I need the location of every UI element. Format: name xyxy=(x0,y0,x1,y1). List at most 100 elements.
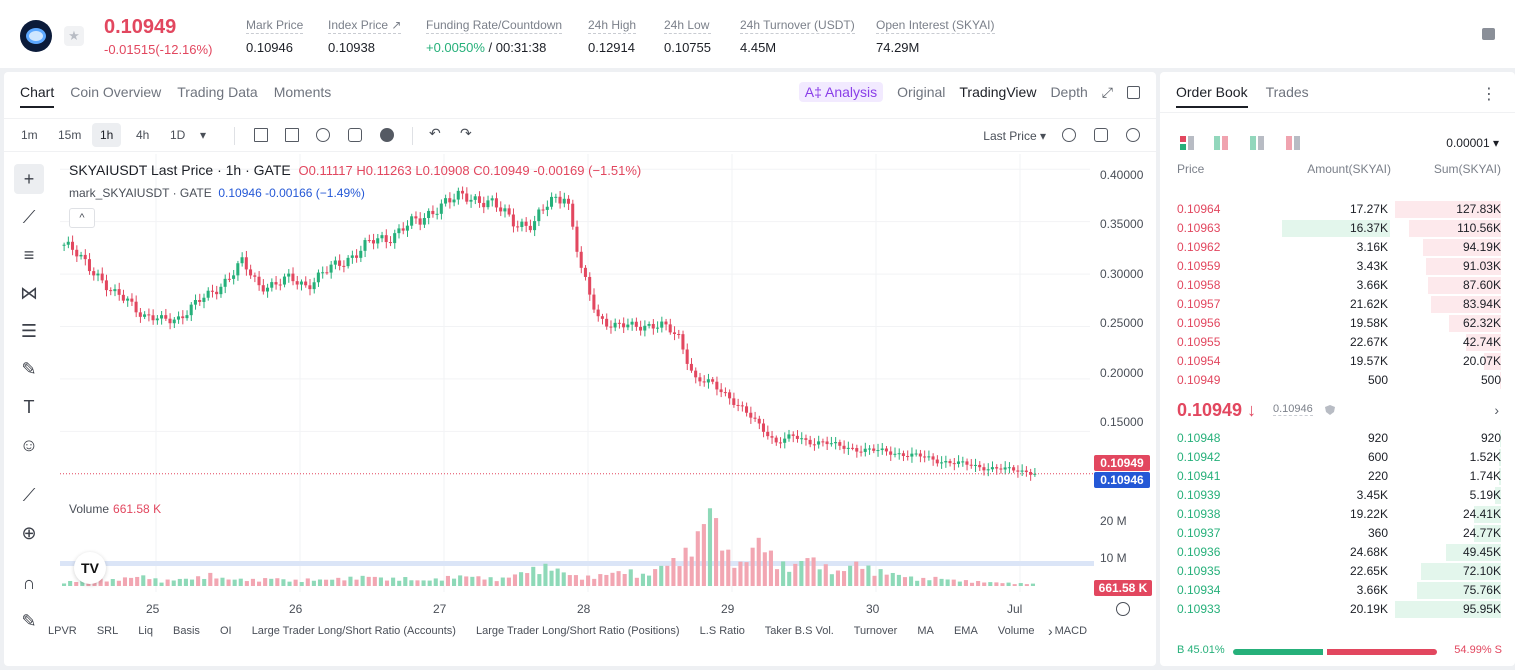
indicator-item[interactable]: Liq xyxy=(138,625,153,637)
stat-open-interest[interactable]: Open Interest (SKYAI) 74.29M xyxy=(876,18,995,55)
depth-bar xyxy=(1495,487,1501,504)
timeframe-1d[interactable]: 1D xyxy=(170,128,186,142)
bids-only-icon[interactable] xyxy=(1250,136,1264,150)
magnet-icon[interactable]: ∩ xyxy=(22,572,36,593)
emoji-icon[interactable]: ☺ xyxy=(19,434,39,455)
replay-icon[interactable] xyxy=(316,128,330,142)
precision-selector[interactable]: 0.00001 ▾ xyxy=(1446,136,1499,150)
ask-row[interactable]: 0.10963 16.37K 110.56K xyxy=(1160,219,1515,238)
row-sum: 500 xyxy=(1480,373,1501,387)
candle-body xyxy=(435,213,439,215)
tradingview-logo[interactable]: TV xyxy=(74,552,106,584)
bid-row[interactable]: 0.10937 360 24.77K xyxy=(1160,524,1515,543)
pattern-icon[interactable]: ⋈ xyxy=(20,282,38,303)
favorite-star-icon[interactable]: ★ xyxy=(64,26,84,46)
bid-row[interactable]: 0.10942 600 1.52K xyxy=(1160,448,1515,467)
add-alert-icon[interactable] xyxy=(380,128,394,142)
bid-row[interactable]: 0.10938 19.22K 24.41K xyxy=(1160,505,1515,524)
axis-settings-icon[interactable] xyxy=(1116,602,1130,616)
fullscreen-icon[interactable]: ⤢ xyxy=(1101,83,1113,100)
tab-coin-overview[interactable]: Coin Overview xyxy=(70,84,162,100)
indicator-item[interactable]: SRL xyxy=(96,625,119,637)
volume-bar xyxy=(848,565,853,586)
candlestick-chart[interactable] xyxy=(60,154,1094,594)
view-original[interactable]: Original xyxy=(897,84,946,100)
timeframe-4h[interactable]: 4h xyxy=(136,128,150,142)
more-icon[interactable]: ⋮ xyxy=(1481,86,1497,103)
bid-row[interactable]: 0.10933 20.19K 95.95K xyxy=(1160,600,1515,619)
indicator-scroll-right-icon[interactable]: › xyxy=(1048,623,1053,639)
crosshair-icon[interactable]: + xyxy=(14,164,44,194)
tab-moments[interactable]: Moments xyxy=(273,84,332,100)
ask-row[interactable]: 0.10958 3.66K 87.60K xyxy=(1160,276,1515,295)
bid-row[interactable]: 0.10936 24.68K 49.45K xyxy=(1160,543,1515,562)
settings-gear-icon[interactable] xyxy=(1126,128,1140,142)
ask-row[interactable]: 0.10964 17.27K 127.83K xyxy=(1160,200,1515,219)
ruler-icon[interactable]: ⟋ xyxy=(22,484,36,505)
indicator-item[interactable]: L.S Ratio xyxy=(699,625,745,637)
last-price-selector[interactable]: Last Price ▾ xyxy=(983,129,1046,143)
indicator-item[interactable]: EMA xyxy=(953,625,978,637)
view-tradingview[interactable]: TradingView xyxy=(959,84,1037,100)
window-icon[interactable] xyxy=(1127,85,1140,99)
bid-row[interactable]: 0.10939 3.45K 5.19K xyxy=(1160,486,1515,505)
trendline-icon[interactable]: ⟋ xyxy=(22,206,36,227)
candle-body xyxy=(617,322,621,324)
camera-icon[interactable] xyxy=(1094,128,1108,142)
indicator-item[interactable]: Turnover xyxy=(853,625,898,637)
indicator-item[interactable]: Volume xyxy=(997,625,1035,637)
brush-icon[interactable]: ✎ xyxy=(21,358,37,379)
stat-index-price[interactable]: Index Price ↗ 0.10938 xyxy=(328,18,402,55)
bid-row[interactable]: 0.10935 22.65K 72.10K xyxy=(1160,562,1515,581)
view-depth[interactable]: Depth xyxy=(1050,84,1088,100)
legend-collapse-button[interactable]: ^ xyxy=(69,208,95,228)
stat-mark-price[interactable]: Mark Price 0.10946 xyxy=(246,18,304,55)
bid-row[interactable]: 0.10934 3.66K 75.76K xyxy=(1160,581,1515,600)
book-icon[interactable] xyxy=(1482,28,1495,40)
timeframe-dropdown[interactable]: ▾ xyxy=(200,128,207,142)
candle-type-icon[interactable] xyxy=(254,128,268,142)
stat-funding-rate[interactable]: Funding Rate/Countdown +0.0050% / 00:31:… xyxy=(426,18,563,55)
tab-trades[interactable]: Trades xyxy=(1265,84,1309,100)
ask-row[interactable]: 0.10959 3.43K 91.03K xyxy=(1160,257,1515,276)
tab-chart[interactable]: Chart xyxy=(20,84,55,108)
chevron-right-icon[interactable]: › xyxy=(1494,402,1499,418)
ask-row[interactable]: 0.10955 22.67K 42.74K xyxy=(1160,333,1515,352)
ask-row[interactable]: 0.10962 3.16K 94.19K xyxy=(1160,238,1515,257)
indicator-item[interactable]: Taker B.S Vol. xyxy=(764,625,834,637)
bid-row[interactable]: 0.10948 920 920 xyxy=(1160,429,1515,448)
indicator-item[interactable]: LPVR xyxy=(48,625,77,637)
fib-icon[interactable]: ☰ xyxy=(20,320,38,341)
undo-icon[interactable]: ↶ xyxy=(429,125,441,141)
tab-order-book[interactable]: Order Book xyxy=(1176,84,1248,108)
redo-icon[interactable]: ↷ xyxy=(460,125,472,141)
ask-row[interactable]: 0.10949 500 500 xyxy=(1160,371,1515,390)
timeframe-1h[interactable]: 1h xyxy=(92,123,122,147)
template-icon[interactable] xyxy=(348,128,362,142)
bid-row[interactable]: 0.10941 220 1.74K xyxy=(1160,467,1515,486)
search-icon[interactable] xyxy=(1062,128,1076,142)
asks-only-icon[interactable] xyxy=(1214,136,1228,150)
lock-drawing-icon[interactable]: ✎ xyxy=(21,610,37,631)
candle-body xyxy=(223,278,227,287)
ask-row[interactable]: 0.10954 19.57K 20.07K xyxy=(1160,352,1515,371)
both-sides-icon[interactable] xyxy=(1180,136,1194,150)
indicator-item[interactable]: MA xyxy=(917,625,934,637)
ai-analysis-button[interactable]: A‡ Analysis xyxy=(798,82,884,102)
indicator-item[interactable]: Large Trader Long/Short Ratio (Accounts) xyxy=(251,625,456,637)
stat-value: 0.10755 xyxy=(664,40,711,55)
text-tool-icon[interactable]: T xyxy=(23,396,35,417)
sell-only-icon[interactable] xyxy=(1286,136,1300,150)
indicators-icon[interactable] xyxy=(285,128,299,142)
timeframe-15m[interactable]: 15m xyxy=(58,128,82,142)
horizontal-lines-icon[interactable]: ≡ xyxy=(23,244,35,265)
timeframe-1m[interactable]: 1m xyxy=(21,128,38,142)
zoom-in-icon[interactable]: ⊕ xyxy=(21,522,37,543)
indicator-item[interactable]: Basis xyxy=(173,625,200,637)
ask-row[interactable]: 0.10956 19.58K 62.32K xyxy=(1160,314,1515,333)
ask-row[interactable]: 0.10957 21.62K 83.94K xyxy=(1160,295,1515,314)
indicator-item[interactable]: Large Trader Long/Short Ratio (Positions… xyxy=(475,625,680,637)
tab-trading-data[interactable]: Trading Data xyxy=(177,84,258,100)
indicator-item[interactable]: OI xyxy=(220,625,232,637)
indicator-item[interactable]: MACD xyxy=(1054,625,1088,637)
